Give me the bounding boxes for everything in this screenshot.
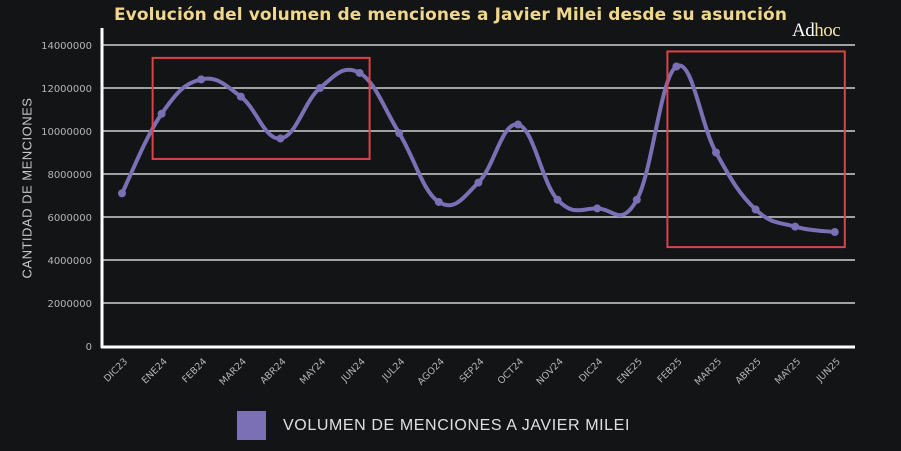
- y-tick-label: 2000000: [47, 299, 92, 310]
- logo-part-ad: Ad: [792, 20, 815, 41]
- logo-part-hoc: hoc: [814, 20, 841, 41]
- data-points: [118, 62, 839, 237]
- legend-label: VOLUMEN DE MENCIONES A JAVIER MILEI: [283, 416, 630, 434]
- data-point: [514, 120, 522, 129]
- data-point: [434, 197, 443, 206]
- data-point: [355, 68, 364, 77]
- legend-swatch: [237, 411, 266, 440]
- x-tick-label: ENE24: [140, 356, 170, 386]
- y-tick-label: 10000000: [41, 127, 92, 138]
- data-point: [672, 62, 681, 71]
- data-point: [316, 84, 324, 92]
- series-line: [120, 63, 837, 235]
- x-tick-label: DIC23: [102, 356, 130, 384]
- data-point: [830, 228, 839, 237]
- y-tick-label: 0: [86, 342, 92, 353]
- x-tick-label: OCT24: [496, 356, 526, 386]
- x-tick-label: JUN25: [814, 356, 843, 385]
- y-axis-ticks: 0 2000000 4000000 6000000 8000000 10000000 120…: [41, 41, 92, 353]
- data-point: [395, 129, 404, 138]
- data-point: [593, 204, 602, 213]
- chart-title: Evolución del volumen de menciones a Jav…: [113, 5, 788, 25]
- data-point: [632, 195, 641, 204]
- x-tick-label: ABR24: [258, 356, 288, 386]
- data-point: [474, 178, 483, 187]
- x-tick-label: ABR25: [734, 356, 764, 386]
- data-point: [276, 134, 285, 143]
- highlight-box: [151, 56, 371, 160]
- x-tick-label: ENE25: [615, 356, 645, 386]
- x-tick-label: FEB25: [655, 356, 684, 385]
- y-tick-label: 8000000: [47, 170, 92, 181]
- legend: VOLUMEN DE MENCIONES A JAVIER MILEI: [237, 411, 630, 440]
- x-tick-label: DIC24: [577, 356, 605, 384]
- x-tick-label: AGO24: [416, 356, 447, 387]
- y-tick-label: 12000000: [41, 84, 92, 95]
- data-point: [553, 195, 562, 204]
- x-tick-label: MAR24: [218, 356, 249, 387]
- data-point: [118, 189, 126, 198]
- x-tick-label: NOV24: [535, 356, 566, 387]
- x-tick-label: MAR25: [693, 356, 724, 387]
- x-tick-label: SEP24: [458, 356, 487, 385]
- y-tick-label: 4000000: [47, 256, 92, 267]
- x-tick-label: MAY24: [298, 356, 328, 386]
- data-point: [236, 92, 245, 101]
- data-point: [791, 222, 800, 231]
- data-point: [157, 109, 166, 118]
- data-point: [751, 205, 760, 214]
- highlight-boxes: [151, 50, 846, 249]
- y-tick-label: 6000000: [47, 213, 92, 224]
- adhoc-logo: Adhoc: [792, 20, 841, 42]
- x-tick-label: MAY25: [773, 356, 803, 386]
- highlight-box: [666, 50, 846, 249]
- x-axis-ticks: DIC23 ENE24 FEB24 MAR24 ABR24 MAY24 JUN24 JUL24…: [102, 356, 843, 387]
- gridlines: [103, 44, 855, 304]
- x-tick-label: FEB24: [180, 356, 209, 385]
- y-tick-label: 14000000: [41, 41, 92, 52]
- x-tick-label: JUL24: [380, 356, 408, 384]
- x-tick-label: JUN24: [339, 356, 368, 385]
- data-point: [197, 75, 206, 84]
- data-point: [712, 148, 720, 157]
